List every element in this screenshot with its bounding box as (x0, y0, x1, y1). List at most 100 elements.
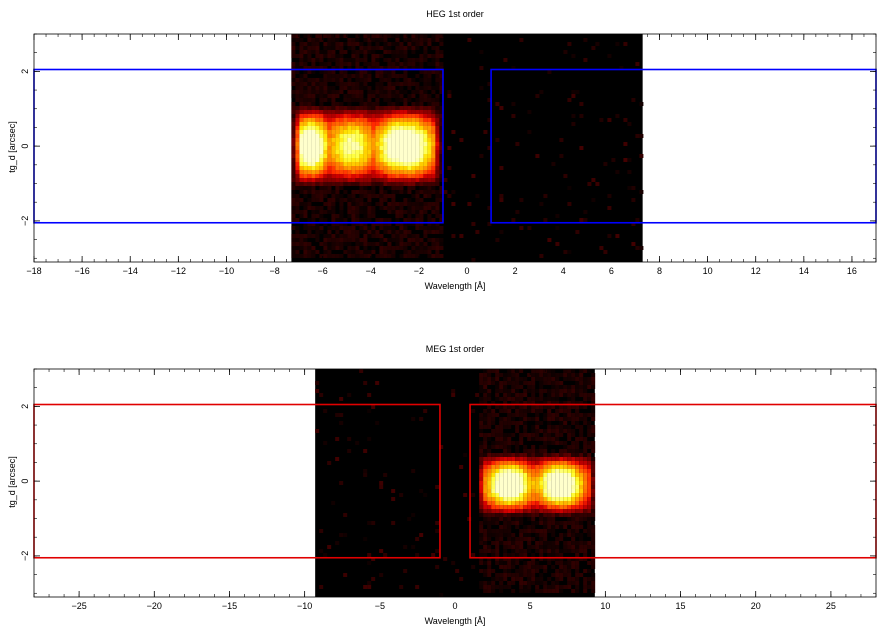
meg-heatmap-cell (535, 489, 540, 493)
meg-heatmap-cell (423, 409, 428, 413)
heg-heatmap-cell (423, 170, 428, 174)
heg-heatmap-cell (427, 174, 432, 178)
meg-heatmap-cell (563, 445, 568, 449)
heg-heatmap-cell (363, 202, 368, 206)
meg-heatmap-cell (567, 457, 572, 461)
meg-heatmap-cell (563, 461, 568, 465)
meg-heatmap-cell (339, 533, 344, 537)
heg-heatmap-cell (363, 110, 368, 114)
heg-heatmap-cell (343, 226, 348, 230)
heg-heatmap-cell (363, 114, 368, 118)
meg-heatmap-cell (523, 529, 528, 533)
heg-heatmap-cell (391, 254, 396, 258)
heg-heatmap-cell (487, 222, 492, 226)
heg-heatmap-cell (383, 114, 388, 118)
meg-heatmap-cell (539, 493, 544, 497)
heg-y-tick-label: −2 (20, 216, 30, 226)
heg-heatmap-cell (319, 230, 324, 234)
meg-heatmap-cell (539, 401, 544, 405)
heg-heatmap-cell (363, 158, 368, 162)
meg-heatmap-cell (535, 465, 540, 469)
meg-heatmap-cell (543, 377, 548, 381)
heg-heatmap-cell (411, 234, 416, 238)
heg-heatmap-cell (291, 154, 296, 158)
heg-heatmap-cell (375, 170, 380, 174)
meg-heatmap-cell (503, 409, 508, 413)
meg-heatmap-cell (507, 481, 512, 485)
meg-heatmap-cell (555, 569, 560, 573)
heg-heatmap-cell (307, 86, 312, 90)
heg-heatmap-cell (311, 198, 316, 202)
heg-heatmap-cell (375, 138, 380, 142)
meg-heatmap-cell (535, 409, 540, 413)
meg-heatmap-cell (483, 381, 488, 385)
heg-heatmap-cell (343, 182, 348, 186)
heg-heatmap-cell (503, 58, 508, 62)
heg-heatmap-cell (439, 126, 444, 130)
meg-heatmap-cell (539, 385, 544, 389)
meg-heatmap-cell (571, 589, 576, 593)
meg-heatmap-cell (483, 485, 488, 489)
heg-heatmap-cell (327, 254, 332, 258)
meg-heatmap-cell (523, 549, 528, 553)
heg-heatmap-cell (355, 210, 360, 214)
heg-heatmap-cell (355, 66, 360, 70)
meg-heatmap-cell (531, 573, 536, 577)
meg-heatmap-cell (527, 517, 532, 521)
heg-heatmap-cell (319, 138, 324, 142)
heg-heatmap-cell (323, 50, 328, 54)
heg-heatmap-cell (299, 38, 304, 42)
meg-heatmap-cell (567, 493, 572, 497)
heg-heatmap-cell (375, 142, 380, 146)
heg-heatmap-cell (379, 66, 384, 70)
heg-heatmap-cell (363, 146, 368, 150)
heg-heatmap-cell (347, 58, 352, 62)
heg-heatmap-cell (371, 38, 376, 42)
heg-heatmap-cell (295, 154, 300, 158)
heg-heatmap-cell (323, 194, 328, 198)
meg-heatmap-cell (527, 549, 532, 553)
heg-heatmap-cell (303, 62, 308, 66)
heg-heatmap-cell (307, 118, 312, 122)
heg-heatmap-cell (327, 130, 332, 134)
heg-heatmap-cell (379, 90, 384, 94)
heg-heatmap-cell (363, 230, 368, 234)
heg-heatmap-cell (407, 166, 412, 170)
meg-heatmap-cell (451, 561, 456, 565)
meg-heatmap-cell (495, 545, 500, 549)
meg-heatmap-cell (479, 513, 484, 517)
meg-heatmap-cell (515, 441, 520, 445)
heg-heatmap-cell (407, 238, 412, 242)
heg-heatmap-cell (327, 74, 332, 78)
meg-heatmap-cell (547, 517, 552, 521)
meg-heatmap-cell (527, 577, 532, 581)
heg-heatmap-cell (327, 250, 332, 254)
meg-heatmap-cell (515, 509, 520, 513)
meg-heatmap-cell (559, 453, 564, 457)
meg-x-tick-label: 10 (600, 601, 610, 611)
meg-heatmap-cell (583, 501, 588, 505)
meg-heatmap-cell (575, 393, 580, 397)
heg-heatmap-cell (291, 82, 296, 86)
heg-heatmap-cell (419, 174, 424, 178)
meg-heatmap-cell (535, 497, 540, 501)
heg-heatmap-cell (351, 86, 356, 90)
heg-heatmap-cell (415, 90, 420, 94)
heg-heatmap-cell (619, 66, 624, 70)
heg-heatmap-cell (335, 242, 340, 246)
meg-heatmap-cell (535, 429, 540, 433)
meg-heatmap-cell (531, 521, 536, 525)
meg-heatmap-cell (539, 373, 544, 377)
heg-heatmap-cell (427, 214, 432, 218)
meg-heatmap-cell (547, 541, 552, 545)
heg-heatmap-cell (383, 190, 388, 194)
heg-heatmap-cell (303, 206, 308, 210)
meg-heatmap-cell (495, 437, 500, 441)
meg-heatmap-cell (575, 453, 580, 457)
meg-heatmap-cell (583, 577, 588, 581)
meg-heatmap-cell (543, 413, 548, 417)
heg-heatmap-cell (427, 178, 432, 182)
heg-heatmap-cell (379, 170, 384, 174)
heg-heatmap-cell (355, 74, 360, 78)
heg-heatmap-cell (415, 250, 420, 254)
